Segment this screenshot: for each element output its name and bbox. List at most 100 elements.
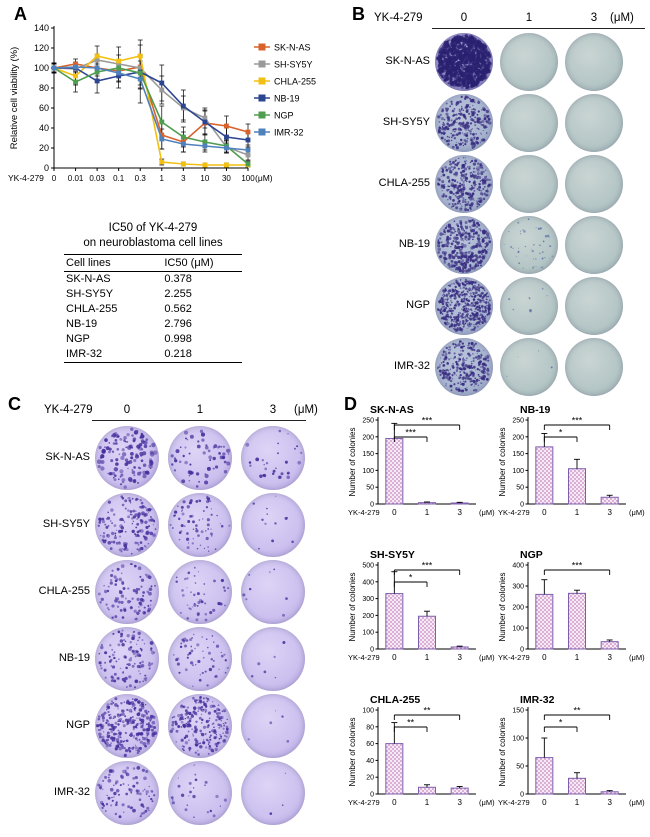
panel-c-dose-label-0: 0 (123, 404, 131, 416)
svg-text:**: ** (573, 706, 581, 716)
panel-a-label: A (14, 4, 27, 24)
panel-b-dose-label-1: 1 (525, 12, 533, 24)
svg-text:(μM): (μM) (629, 508, 645, 517)
svg-text:3: 3 (607, 653, 612, 662)
svg-text:(μM): (μM) (479, 798, 495, 807)
colony-plate-c-IMR-32-dose-3 (241, 761, 305, 825)
svg-text:*: * (559, 718, 563, 728)
colony-dots (97, 563, 156, 621)
svg-text:0: 0 (370, 792, 374, 799)
cell-line-name: NGP (66, 333, 90, 346)
colony-dots (175, 566, 230, 622)
svg-text:0.3: 0.3 (135, 174, 147, 183)
colony-dots (242, 568, 288, 617)
svg-text:(μM): (μM) (479, 653, 495, 662)
panel-b-cell-line-label-NB-19: NB-19 (398, 238, 430, 250)
svg-text:Number of colonies: Number of colonies (348, 718, 357, 787)
colony-plate-c-SK-N-AS-dose-0 (95, 426, 159, 490)
ic50-value: 2.255 (164, 288, 192, 301)
svg-text:300: 300 (362, 596, 374, 603)
colony-dots (169, 696, 229, 756)
svg-text:(μM): (μM) (629, 798, 645, 807)
svg-text:SH-SY5Y: SH-SY5Y (274, 60, 313, 70)
panel-b-dose-label-0: 0 (460, 12, 468, 24)
svg-text:0: 0 (370, 502, 374, 509)
svg-text:0: 0 (542, 798, 547, 807)
ic50-table-block: IC50 of YK-4-279 on neuroblastoma cell l… (48, 221, 258, 363)
svg-text:SK-N-AS: SK-N-AS (370, 404, 414, 416)
colony-dots (96, 697, 158, 758)
colony-plate-c-NGP-dose-1 (168, 694, 232, 758)
colony-plate-b-SK-N-AS-dose-0 (435, 33, 493, 91)
colony-dots (503, 218, 554, 269)
colony-plate-b-NB-19-dose-1 (500, 216, 558, 274)
ic50-table-title-line1: IC50 of YK-4-279 (108, 222, 198, 234)
panel-b-cell-line-label-CHLA-255: CHLA-255 (378, 177, 430, 189)
svg-text:0: 0 (52, 174, 57, 183)
colony-count-chart-SK-N-AS: 0 50 100 150 200 250 0 1 3 *** *** SK-N-AS Number of… (348, 404, 495, 517)
colony-plate-b-IMR-32-dose-1 (500, 338, 558, 396)
panel-c-cell-line-label-NB-19: NB-19 (58, 652, 90, 664)
svg-text:*: * (559, 428, 563, 438)
panel-c-cell-line-label-IMR-32: IMR-32 (53, 786, 90, 798)
svg-text:100: 100 (512, 626, 524, 633)
svg-text:(μM): (μM) (629, 653, 645, 662)
colony-dots (172, 633, 229, 687)
panel-b-drug-label: YK-4-279 (374, 12, 423, 24)
svg-text:3: 3 (607, 508, 612, 517)
colony-count-chart-NGP: 0 100 200 300 400 0 1 3 *** NGP Number of colonies… (498, 549, 645, 662)
colony-plate-c-NGP-dose-0 (95, 694, 159, 758)
colony-plate-b-IMR-32-dose-0 (435, 338, 493, 396)
svg-text:**: ** (407, 718, 415, 728)
svg-text:60: 60 (39, 103, 49, 113)
ic50-row-NB-19: NB-19 2.796 (64, 317, 242, 332)
svg-text:250: 250 (512, 418, 524, 425)
svg-text:0: 0 (520, 647, 524, 654)
colony-plate-b-NB-19-dose-0 (435, 216, 493, 274)
svg-text:300: 300 (512, 584, 524, 591)
svg-text:10: 10 (200, 174, 209, 183)
ic50-value: 0.562 (164, 303, 192, 316)
colony-plate-c-CHLA-255-dose-3 (241, 560, 305, 624)
ic50-row-NGP: NGP 0.998 (64, 332, 242, 347)
panel-b-label: B (352, 4, 365, 24)
svg-text:100: 100 (241, 174, 255, 183)
colony-dots (169, 495, 231, 552)
svg-text:200: 200 (512, 434, 524, 441)
colony-plate-b-CHLA-255-dose-1 (500, 155, 558, 213)
colony-plate-b-SH-SY5Y-dose-0 (435, 94, 493, 152)
svg-text:0.1: 0.1 (113, 174, 125, 183)
svg-text:1: 1 (425, 508, 430, 517)
colony-dots (565, 338, 623, 396)
svg-text:*: * (409, 573, 413, 583)
ic50-value: 0.378 (164, 273, 192, 286)
colony-dots (565, 33, 623, 91)
colony-dots (565, 155, 623, 213)
colony-dots (436, 156, 492, 212)
svg-text:IMR-32: IMR-32 (520, 694, 555, 706)
svg-text:0: 0 (542, 653, 547, 662)
colony-dots (97, 495, 157, 555)
svg-text:100: 100 (512, 736, 524, 743)
colony-plate-c-IMR-32-dose-1 (168, 761, 232, 825)
legend-item-NGP: NGP (254, 111, 294, 121)
svg-text:3: 3 (457, 798, 462, 807)
ic50-table-title-line2: on neuroblastoma cell lines (83, 236, 223, 249)
colony-plate-c-SK-N-AS-dose-1 (168, 426, 232, 490)
ic50-value: 2.796 (164, 318, 192, 331)
svg-text:50: 50 (516, 764, 524, 771)
panel-b-cell-line-label-SH-SY5Y: SH-SY5Y (382, 116, 430, 128)
svg-text:0: 0 (392, 508, 397, 517)
ic50-header-row: Cell lines IC50 (μM) (64, 253, 242, 272)
svg-text:***: *** (405, 428, 416, 438)
svg-text:30: 30 (222, 174, 231, 183)
svg-text:***: *** (572, 561, 583, 571)
colony-plate-c-IMR-32-dose-0 (95, 761, 159, 825)
svg-text:200: 200 (512, 605, 524, 612)
svg-text:1: 1 (575, 798, 580, 807)
colony-plate-c-SH-SY5Y-dose-0 (95, 493, 159, 557)
svg-text:1: 1 (425, 798, 430, 807)
ic50-col-header-1: IC50 (μM) (138, 253, 242, 272)
